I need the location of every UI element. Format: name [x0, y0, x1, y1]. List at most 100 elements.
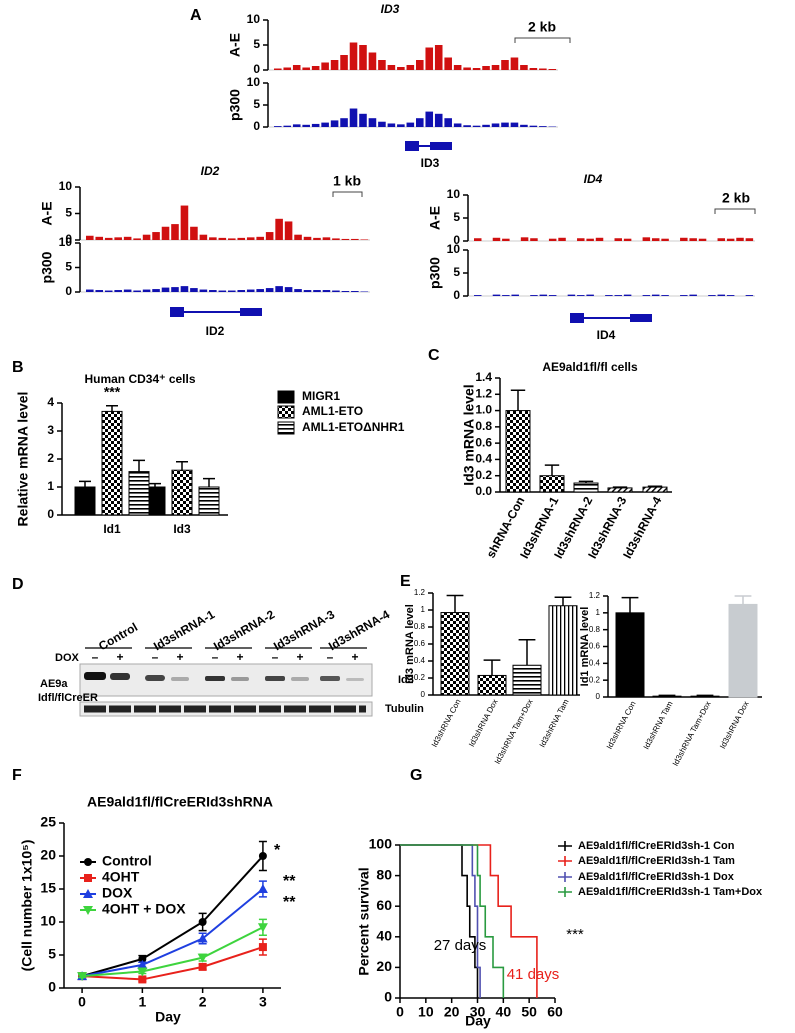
signal-bar	[623, 238, 632, 241]
dox-label: DOX	[55, 652, 80, 664]
x-tick-label: Id3shRNA Tam+Dox	[671, 700, 713, 768]
signal-bar	[397, 124, 405, 127]
y-tick-label: 10	[40, 913, 56, 929]
series-line	[82, 946, 264, 981]
marker	[77, 972, 88, 982]
signal-bar	[623, 294, 632, 296]
signal-bar	[283, 67, 292, 70]
series-line	[82, 926, 264, 978]
signal-bar	[745, 295, 754, 296]
signal-bar	[378, 121, 386, 127]
signal-bar	[567, 294, 576, 296]
y-tick-label: 0	[253, 119, 260, 133]
y-tick-label: 5	[253, 37, 260, 51]
x-tick-label: Id3shRNA Tam+Dox	[493, 698, 535, 766]
track-title: ID3	[381, 2, 400, 16]
legend-label: DOX	[102, 885, 133, 901]
signal-bar	[453, 123, 462, 127]
error-bar	[106, 405, 118, 412]
signal-bar	[529, 68, 538, 70]
signal-bar	[577, 238, 585, 241]
dox-sign: –	[327, 650, 334, 664]
signal-bar	[434, 113, 443, 127]
signal-bar	[274, 68, 282, 70]
signal-bar	[726, 238, 735, 241]
legend-label: 4OHT + DOX	[102, 901, 186, 917]
band-label: Tubulin	[385, 703, 424, 715]
legend-marker	[83, 889, 93, 898]
legend-line	[558, 887, 572, 897]
signal-bar	[294, 234, 302, 240]
legend-line	[558, 856, 572, 866]
signal-bar	[218, 237, 227, 240]
annotation: ***	[566, 926, 584, 943]
signal-bar	[387, 123, 396, 127]
western-blot: Control Id3shRNA-1 Id3shRNA-2 Id3shRNA-3…	[38, 607, 424, 717]
signal-bar	[539, 68, 547, 70]
signal-bar	[726, 295, 735, 296]
signal-bar	[332, 238, 340, 240]
lane-label: Id3shRNA-4	[326, 607, 392, 653]
signal-bar	[142, 289, 151, 292]
bar	[539, 475, 565, 493]
signal-bar	[237, 237, 246, 240]
signal-bar	[416, 60, 424, 70]
signal-bar	[689, 238, 697, 241]
marker	[258, 852, 267, 860]
annotation: 41 days	[507, 966, 560, 983]
error-bar	[658, 694, 676, 697]
y-tick-label: 40	[376, 928, 392, 944]
y-tick-label: 0	[65, 232, 72, 246]
signal-bar	[359, 45, 367, 70]
signal-bar	[256, 236, 264, 240]
survival-curve	[400, 844, 505, 998]
signal-bar	[520, 65, 528, 70]
annotation: **	[283, 873, 296, 890]
signal-bar	[340, 55, 348, 70]
signal-bar	[614, 295, 622, 296]
gene-exon	[170, 307, 184, 317]
signal-bar	[717, 294, 726, 296]
track-label: p300	[39, 251, 55, 283]
y-tick-label: 0.4	[589, 658, 601, 667]
annotation: **	[283, 894, 296, 911]
x-tick-label: Id3shRNA Tam	[538, 697, 571, 749]
panel-label: G	[410, 767, 422, 784]
signal-bar	[341, 238, 350, 240]
x-tick-label: 3	[259, 994, 267, 1010]
y-tick-label: 0.2	[414, 673, 426, 682]
y-tick-label: 0.6	[589, 642, 601, 651]
signal-bar	[283, 125, 292, 127]
signal-bar	[511, 294, 519, 296]
error-bar	[544, 464, 560, 476]
x-tick-label: 60	[547, 1004, 563, 1020]
signal-bar	[321, 62, 329, 70]
signal-bar	[642, 295, 651, 296]
legend-label: AE9ald1fl/flCreERId3sh-1 Con	[578, 840, 735, 852]
dox-sign: +	[236, 650, 243, 664]
y-tick-label: 100	[369, 836, 393, 852]
signal-bar	[228, 238, 236, 240]
signal-bar	[492, 294, 501, 296]
scale-bar	[332, 191, 363, 197]
y-tick-label: 5	[453, 210, 460, 224]
signal-bar	[698, 238, 707, 241]
signal-bar	[491, 123, 500, 127]
y-tick-label: 10	[59, 235, 73, 249]
signal-bar	[171, 224, 179, 240]
signal-bar	[510, 122, 519, 127]
signal-bar	[322, 290, 331, 292]
scale-bar	[514, 37, 571, 43]
signal-bar	[614, 238, 622, 241]
series-line	[81, 888, 264, 978]
band	[265, 676, 285, 681]
signal-bar	[237, 290, 246, 292]
y-axis-label: Id3 mRNA level	[404, 604, 416, 684]
cell-label: Idfl/flCreER	[38, 692, 98, 704]
y-tick-label: 1.0	[475, 403, 492, 417]
signal-bar	[171, 287, 179, 292]
survival-curve	[400, 844, 481, 998]
marker	[198, 918, 207, 926]
y-tick-label: 0	[253, 62, 260, 76]
